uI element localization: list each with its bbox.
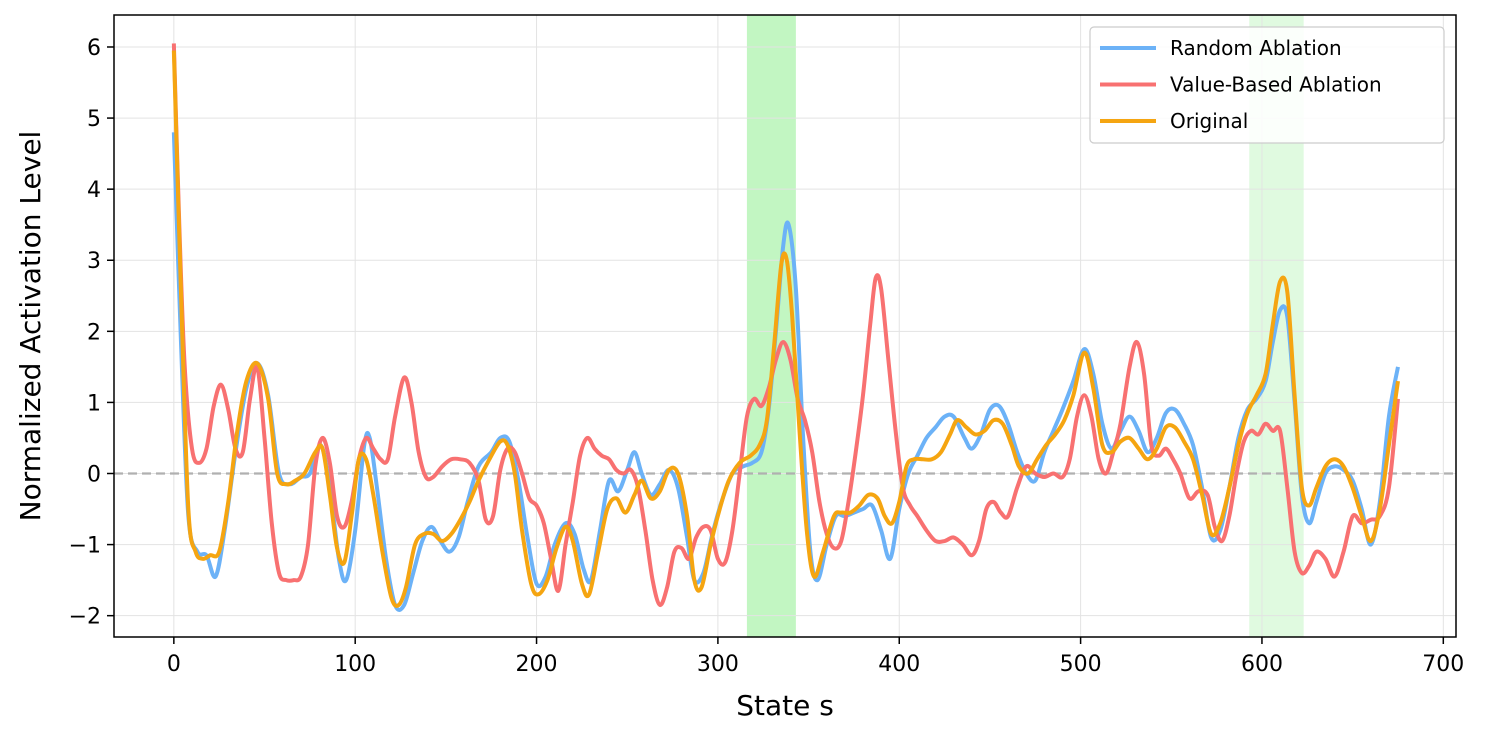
x-tick-label: 600 [1241, 652, 1283, 677]
tick-labels: 0 100 200 300 400 500 600 700 −2 −1 0 1 2 3 4 5 6 [69, 36, 1465, 677]
y-tick-label: 1 [87, 391, 101, 416]
x-tick-label: 0 [167, 652, 181, 677]
y-tick-label: 3 [87, 249, 101, 274]
axes [113, 14, 1457, 638]
legend-box [1089, 26, 1445, 144]
plot-frame [113, 14, 1457, 638]
y-tick-label: 5 [87, 107, 101, 132]
x-tick-label: 500 [1060, 652, 1102, 677]
y-tick-label: −2 [69, 605, 101, 630]
series-lines [171, 43, 1400, 612]
x-tick-label: 400 [878, 652, 920, 677]
legend-label-original: Original [1170, 109, 1248, 133]
legend: Random Ablation Value-Based Ablation Origi… [1089, 26, 1445, 144]
y-tick-label: −1 [69, 534, 101, 559]
legend-label-value-based-ablation: Value-Based Ablation [1170, 73, 1382, 97]
x-axis-title: State s [736, 689, 834, 722]
legend-label-random-ablation: Random Ablation [1170, 36, 1342, 60]
x-tick-label: 200 [516, 652, 558, 677]
y-tick-label: 6 [87, 36, 101, 61]
x-tick-label: 100 [334, 652, 376, 677]
y-tick-label: 4 [87, 178, 101, 203]
x-tick-label: 700 [1422, 652, 1464, 677]
y-axis-title: Normalized Activation Level [14, 131, 47, 522]
series-line-original [171, 50, 1400, 608]
y-tick-label: 2 [87, 320, 101, 345]
highlight-region-1 [746, 15, 796, 637]
y-tick-label: 0 [87, 463, 101, 488]
x-tick-label: 300 [697, 652, 739, 677]
